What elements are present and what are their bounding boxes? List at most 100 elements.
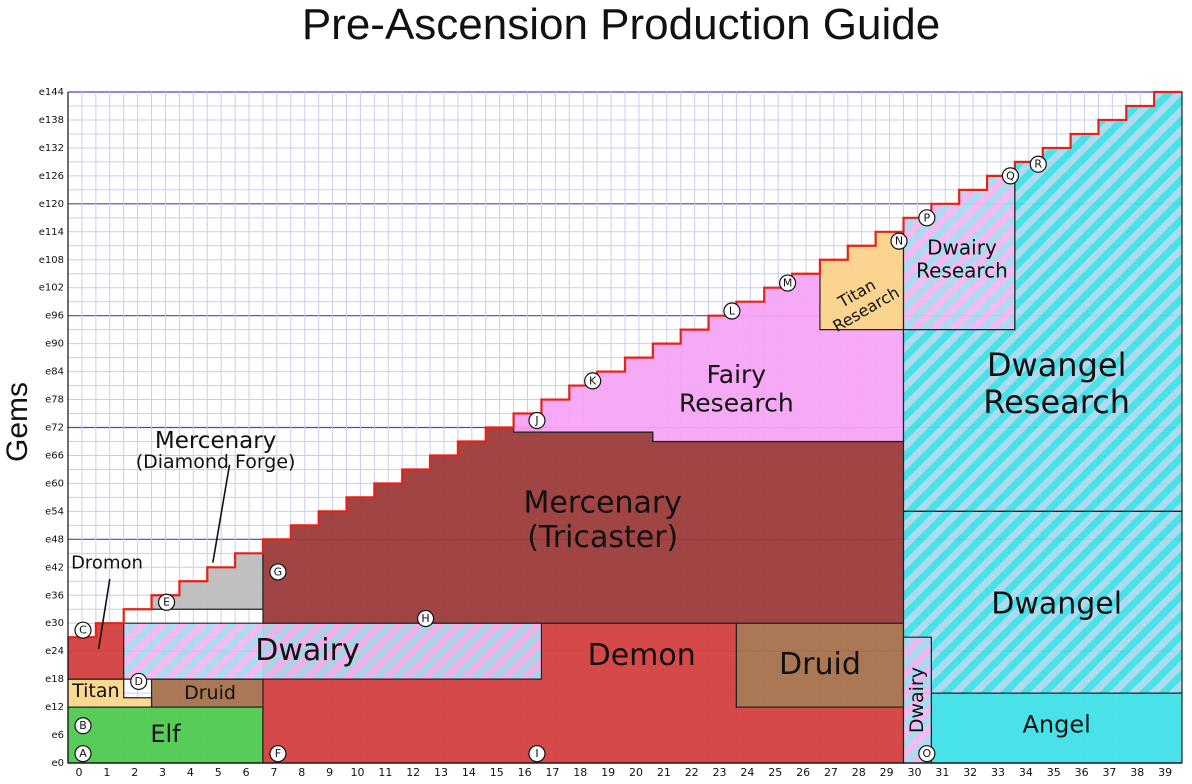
y-tick-label: e90 — [45, 339, 64, 350]
marker-circle — [1029, 155, 1047, 173]
region-label: Fairy Research — [679, 360, 794, 418]
marker-circle — [918, 209, 936, 227]
y-tick-label: e120 — [39, 199, 64, 210]
x-tick-label: 9 — [326, 766, 333, 779]
x-tick-label: 33 — [991, 766, 1005, 779]
x-tick-label: 21 — [657, 766, 671, 779]
y-tick-label: e6 — [51, 730, 64, 741]
region-label: Dwangel Research — [983, 346, 1130, 421]
y-tick-label: e18 — [45, 674, 64, 685]
region-label-line: Dwangel — [987, 346, 1127, 384]
x-tick-label: 4 — [187, 766, 194, 779]
x-tick-label: 14 — [462, 766, 476, 779]
y-tick-label: e144 — [39, 87, 64, 98]
annotation-text: Dromon — [71, 553, 143, 574]
marker-circle — [528, 411, 546, 430]
marker-label: B — [79, 719, 87, 732]
y-tick-label: e102 — [39, 283, 64, 294]
region-label-line: Angel — [1023, 711, 1091, 739]
x-tick-label: 22 — [685, 766, 699, 779]
y-tick-label: e132 — [39, 143, 64, 154]
x-tick-label: 8 — [298, 766, 305, 779]
annotation-text: (Diamond Forge) — [136, 451, 296, 473]
region-label-line: Mercenary — [523, 485, 681, 520]
marker-label: P — [924, 211, 931, 224]
marker-circle — [890, 232, 908, 250]
marker-circle — [416, 609, 435, 628]
x-tick-label: 7 — [270, 766, 277, 779]
y-tick-label: e96 — [45, 311, 64, 322]
region-label-line: Research — [983, 383, 1130, 421]
marker-circle — [918, 745, 936, 763]
frontier-line — [68, 90, 1182, 639]
y-tick-label: e30 — [45, 618, 64, 629]
markers: A B C D E F G H I J K L M N O P Q R — [74, 155, 1047, 763]
y-tick-label: e138 — [39, 115, 64, 126]
x-tick-label: 36 — [1075, 766, 1089, 779]
marker-label: E — [163, 596, 170, 609]
marker-circle — [157, 593, 176, 611]
x-tick-label: 10 — [351, 766, 365, 779]
x-tick-label: 34 — [1019, 766, 1033, 779]
x-tick-label: 39 — [1158, 766, 1172, 779]
x-tick-label: 0 — [76, 766, 83, 779]
region-label-line: Druid — [779, 647, 861, 682]
annotation-text: Dwairy — [906, 667, 928, 733]
chart-title: Pre-Ascension Production Guide — [301, 0, 941, 49]
marker-label: F — [275, 747, 281, 760]
region-label: Dwairy — [255, 633, 359, 668]
x-tick-label: 38 — [1130, 766, 1144, 779]
x-tick-label: 2 — [131, 766, 138, 779]
y-tick-label: e60 — [45, 478, 64, 489]
annotations: Dromon Mercenary (Diamond Forge) Dwairy — [71, 428, 928, 733]
y-tick-label: e66 — [45, 450, 64, 461]
x-tick-label: 32 — [963, 766, 977, 779]
y-tick-label: e54 — [45, 506, 64, 517]
regions — [67, 91, 1183, 764]
region-label: Angel — [1023, 711, 1091, 739]
x-tick-label: 35 — [1047, 766, 1061, 779]
marker-circle — [74, 717, 92, 735]
region-label: Titan — [71, 679, 119, 701]
marker-label: O — [923, 747, 932, 760]
x-tick-label: 28 — [852, 766, 866, 779]
region-label: Druid — [779, 647, 861, 682]
y-tick-label: e0 — [51, 758, 64, 769]
marker-label: I — [535, 747, 538, 760]
region-label-line: Titan — [71, 679, 119, 701]
x-tick-label: 25 — [768, 766, 782, 779]
x-tick-label: 15 — [490, 766, 504, 779]
annotation-pointer — [97, 578, 111, 649]
y-tick-label: e42 — [45, 562, 64, 573]
marker-label: R — [1034, 158, 1042, 171]
marker-circle — [584, 372, 602, 390]
y-tick-label: e114 — [39, 227, 64, 238]
marker-circle — [723, 302, 741, 320]
marker-circle — [269, 745, 287, 763]
x-tick-label: 18 — [573, 766, 587, 779]
x-tick-label: 30 — [908, 766, 922, 779]
y-tick-label: e126 — [39, 171, 64, 182]
y-tick-label: e78 — [45, 395, 64, 406]
x-tick-label: 3 — [159, 766, 166, 779]
region-label-line: Research — [916, 258, 1008, 282]
marker-circle — [130, 672, 148, 691]
y-tick-label: e24 — [45, 646, 64, 657]
y-tick-label: e108 — [39, 255, 64, 266]
x-tick-label: 37 — [1102, 766, 1116, 779]
x-tick-label: 23 — [713, 766, 727, 779]
y-tick-label: e12 — [45, 702, 64, 713]
x-tick-label: 1 — [103, 766, 110, 779]
marker-circle — [528, 745, 546, 763]
marker-label: K — [589, 374, 597, 387]
marker-circle — [1001, 167, 1020, 185]
marker-label: C — [79, 624, 87, 637]
marker-label: G — [274, 565, 283, 578]
x-tick-label: 24 — [740, 766, 754, 779]
marker-label: J — [534, 414, 538, 427]
region-label: Druid — [184, 682, 236, 704]
x-tick-label: 5 — [215, 766, 222, 779]
region-label: Demon — [588, 637, 696, 672]
